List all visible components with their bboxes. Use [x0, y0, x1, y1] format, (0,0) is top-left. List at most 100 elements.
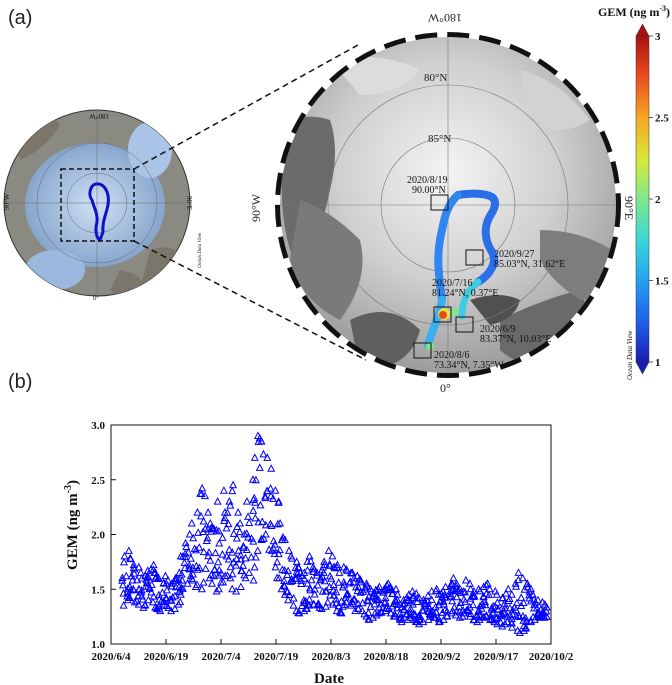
data-point — [271, 562, 280, 571]
data-point — [213, 497, 222, 505]
lon-label-bottom: 0° — [440, 381, 451, 395]
station-box-2 — [465, 249, 484, 266]
data-point — [245, 518, 254, 526]
data-point — [492, 590, 501, 598]
data-point — [342, 564, 351, 573]
data-point — [232, 533, 241, 542]
data-point — [294, 562, 303, 571]
data-point — [148, 597, 157, 606]
data-point — [250, 493, 259, 502]
data-point — [147, 587, 156, 596]
x-tick-label-7: 2020/9/17 — [474, 651, 519, 663]
station-label-3b: 81.24°N, 0.37°E — [432, 288, 498, 299]
small-map-lon-top: 180°W — [89, 112, 109, 120]
data-point — [439, 597, 448, 605]
data-point — [441, 605, 450, 614]
data-point — [314, 599, 323, 607]
data-point — [185, 529, 194, 538]
data-point — [410, 609, 419, 618]
data-point — [391, 596, 400, 604]
data-point — [236, 555, 245, 563]
data-point — [229, 557, 238, 566]
y-tick-label-1: 1.5 — [91, 584, 105, 596]
data-point — [487, 614, 496, 623]
data-point — [335, 568, 344, 576]
data-point — [215, 538, 224, 547]
data-point — [274, 549, 283, 558]
data-point — [320, 557, 329, 565]
small-map-credit: Ocean Data View — [198, 232, 203, 268]
data-point — [507, 590, 516, 598]
data-point — [162, 594, 171, 603]
data-point — [353, 571, 362, 580]
data-point — [400, 605, 409, 613]
data-point — [163, 575, 173, 584]
data-point — [408, 586, 417, 595]
data-point — [391, 584, 401, 593]
data-point — [190, 544, 199, 552]
data-point — [253, 431, 263, 439]
data-point — [280, 535, 289, 543]
colorbar-tick-label-1: 1.5 — [655, 276, 669, 288]
data-point — [292, 574, 301, 582]
station-label-1a: 2020/8/19 — [407, 175, 448, 186]
data-point — [273, 573, 282, 582]
data-point — [460, 587, 470, 596]
data-point — [149, 560, 158, 569]
data-point — [419, 617, 428, 626]
data-point — [310, 589, 319, 598]
connector-bottom — [133, 240, 367, 361]
data-point — [453, 586, 462, 595]
station-label-4b: 83.37°N, 10.03°E — [480, 334, 551, 345]
data-point — [186, 554, 195, 562]
data-point — [129, 584, 138, 593]
data-point — [259, 449, 268, 458]
data-point — [294, 608, 303, 617]
data-point — [309, 562, 318, 571]
data-point — [223, 571, 232, 579]
data-point — [332, 598, 341, 607]
data-point — [118, 580, 127, 589]
data-point — [300, 574, 309, 582]
data-point — [334, 601, 343, 610]
data-point — [193, 580, 202, 588]
data-point — [197, 489, 206, 497]
data-point — [448, 596, 457, 605]
data-point — [170, 591, 180, 600]
data-point — [481, 597, 490, 606]
data-point — [297, 579, 306, 588]
data-point — [511, 579, 520, 587]
data-point — [440, 590, 449, 598]
data-point — [489, 601, 498, 610]
data-point — [261, 493, 270, 502]
data-point — [204, 508, 213, 516]
data-point — [205, 548, 214, 556]
data-point — [144, 595, 153, 604]
data-point — [226, 562, 235, 571]
data-point — [251, 475, 260, 484]
lat-label-80: 80°N — [424, 72, 447, 84]
data-point — [410, 611, 419, 620]
data-point — [305, 595, 314, 603]
data-point — [466, 584, 475, 593]
y-axis-label: GEM (ng m-3) — [63, 480, 81, 570]
data-point — [334, 578, 343, 586]
x-tick-label-6: 2020/9/2 — [421, 651, 461, 663]
data-point — [228, 548, 237, 556]
data-point — [257, 534, 266, 543]
data-point — [218, 533, 227, 541]
data-point — [475, 610, 484, 619]
data-point — [270, 549, 279, 557]
data-point — [507, 618, 516, 627]
lon-label-right: 90°E — [622, 196, 636, 220]
data-point — [244, 532, 253, 541]
data-point — [496, 618, 505, 626]
data-point — [413, 597, 422, 605]
data-point — [189, 533, 198, 542]
data-point — [229, 480, 238, 489]
data-point — [482, 580, 491, 589]
data-point — [305, 583, 315, 592]
data-point — [228, 486, 237, 495]
data-point — [119, 557, 128, 566]
